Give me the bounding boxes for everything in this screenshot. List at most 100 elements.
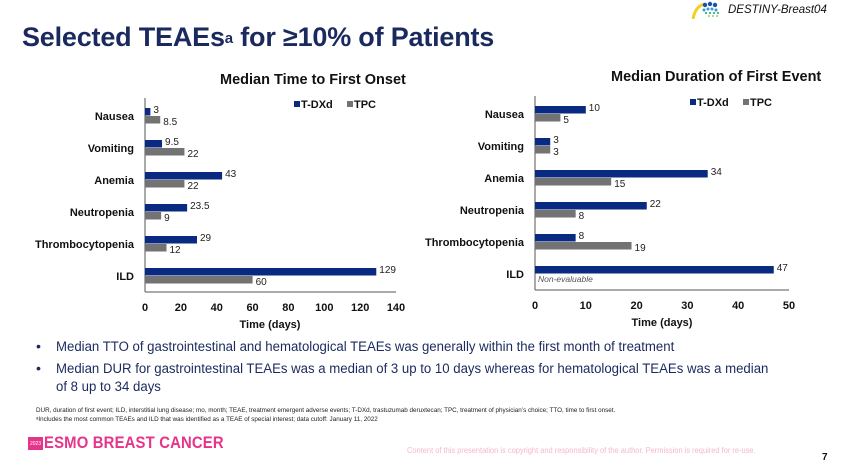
legend-label: TPC xyxy=(354,99,376,111)
annotation-non-evaluable: Non-evaluable xyxy=(538,274,593,284)
bullet-icon: • xyxy=(36,360,41,377)
bar-tdxd xyxy=(145,204,188,212)
slide-title-main: Selected TEAEs xyxy=(22,22,225,52)
bar-tdxd xyxy=(535,266,774,274)
data-label: 22 xyxy=(187,149,199,160)
legend-swatch-tpc xyxy=(743,99,749,105)
data-label: 3 xyxy=(553,135,559,146)
x-tick-label: 20 xyxy=(630,300,642,312)
bar-tpc xyxy=(535,146,551,154)
category-label: Thrombocytopenia xyxy=(35,239,135,251)
bar-tdxd xyxy=(145,172,223,180)
data-label: 9.5 xyxy=(165,137,179,148)
data-label: 10 xyxy=(589,103,601,114)
data-label: 43 xyxy=(225,169,237,180)
x-tick-label: 80 xyxy=(282,302,294,314)
footnote-abbreviations: DUR, duration of first event; ILD, inter… xyxy=(36,407,616,414)
x-tick-label: 40 xyxy=(211,302,223,314)
legend-label: T-DXd xyxy=(697,97,729,109)
slide-title: Selected TEAEsa for ≥10% of Patients xyxy=(22,22,494,53)
esmo-logo-text: ESMO BREAST CANCER xyxy=(44,434,224,452)
bar-tpc xyxy=(145,244,167,252)
x-axis-title: Time (days) xyxy=(240,319,301,331)
bullet-text: Median DUR for gastrointestinal TEAEs wa… xyxy=(56,360,769,396)
bar-tpc xyxy=(535,242,632,250)
page-number: 7 xyxy=(822,452,828,463)
data-label: 8 xyxy=(579,231,585,242)
bar-tpc xyxy=(145,148,185,156)
data-label: 8 xyxy=(579,211,585,222)
legend-label: TPC xyxy=(750,97,772,109)
bar-tdxd xyxy=(145,268,377,276)
footnote-note: ᵃIncludes the most common TEAEs and ILD … xyxy=(36,416,378,423)
key-findings-list: • Median TTO of gastrointestinal and hem… xyxy=(36,338,826,400)
bullet-icon: • xyxy=(36,339,41,355)
category-label: Anemia xyxy=(484,173,525,185)
bar-tdxd xyxy=(535,106,586,114)
copyright-notice: Content of this presentation is copyrigh… xyxy=(407,445,756,455)
x-tick-label: 10 xyxy=(580,300,592,312)
data-label: 129 xyxy=(379,265,396,276)
bar-tpc xyxy=(535,178,612,186)
trial-name: DESTINY-Breast04 xyxy=(728,4,827,16)
bar-tdxd xyxy=(535,234,576,242)
x-tick-label: 40 xyxy=(732,300,744,312)
x-tick-label: 60 xyxy=(246,302,258,314)
data-label: 9 xyxy=(164,213,170,224)
legend-swatch-tpc xyxy=(347,101,353,107)
chart-title: Median Duration of First Event xyxy=(611,69,821,85)
category-label: Nausea xyxy=(485,109,525,121)
bar-tdxd xyxy=(145,140,163,148)
data-label: 19 xyxy=(635,243,647,254)
x-tick-label: 20 xyxy=(175,302,187,314)
esmo-logo: 2023 ESMO BREAST CANCER xyxy=(28,434,244,453)
category-label: Neutropenia xyxy=(70,207,135,219)
bar-tpc xyxy=(145,212,162,220)
bar-tpc xyxy=(145,276,253,284)
destiny-trial-logo-icon xyxy=(691,1,720,19)
data-label: 60 xyxy=(256,277,268,288)
bullet-text: Median TTO of gastrointestinal and hemat… xyxy=(56,339,675,355)
legend-swatch-tdxd xyxy=(294,101,300,107)
category-label: ILD xyxy=(116,271,134,283)
category-label: Nausea xyxy=(95,111,135,123)
category-label: Neutropenia xyxy=(460,205,525,217)
slide-title-rest: for ≥10% of Patients xyxy=(232,22,495,52)
data-label: 12 xyxy=(170,245,182,256)
data-label: 3 xyxy=(153,105,159,116)
bar-tpc xyxy=(145,116,161,124)
category-label: Vomiting xyxy=(88,143,134,155)
slide-title-superscript: a xyxy=(224,30,233,47)
data-label: 5 xyxy=(563,115,569,126)
esmo-year-badge: 2023 xyxy=(28,437,43,450)
chart-title: Median Time to First Onset xyxy=(220,72,406,88)
legend-label: T-DXd xyxy=(301,99,333,111)
bar-tdxd xyxy=(535,202,647,210)
chart-time-to-first-onset: Median Time to First Onset Nausea 3 8.5 Vomi… xyxy=(35,72,406,331)
x-tick-label: 50 xyxy=(783,300,795,312)
category-label: Vomiting xyxy=(478,141,524,153)
x-tick-label: 0 xyxy=(142,302,148,314)
x-axis-title: Time (days) xyxy=(632,317,693,329)
bar-tdxd xyxy=(145,236,197,244)
bar-tdxd xyxy=(535,138,551,146)
x-tick-label: 100 xyxy=(315,302,333,314)
data-label: 22 xyxy=(187,181,199,192)
x-tick-label: 140 xyxy=(387,302,405,314)
category-label: ILD xyxy=(506,269,524,281)
bar-tdxd xyxy=(145,108,151,116)
bar-tpc xyxy=(535,114,561,122)
x-tick-label: 120 xyxy=(351,302,369,314)
data-label: 22 xyxy=(650,199,662,210)
bar-tdxd xyxy=(535,170,708,178)
data-label: 15 xyxy=(614,179,626,190)
data-label: 34 xyxy=(711,167,723,178)
data-label: 3 xyxy=(553,147,559,158)
chart-duration-of-first-event: Median Duration of First Event Nausea 10 5 V… xyxy=(425,69,821,329)
data-label: 8.5 xyxy=(163,117,177,128)
data-label: 29 xyxy=(200,233,212,244)
bar-tpc xyxy=(535,210,576,218)
data-label: 23.5 xyxy=(190,201,210,212)
footnotes: DUR, duration of first event; ILD, inter… xyxy=(36,406,615,424)
data-label: 47 xyxy=(777,263,789,274)
